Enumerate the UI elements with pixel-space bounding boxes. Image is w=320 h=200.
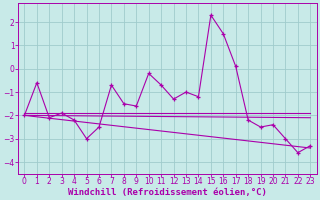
- X-axis label: Windchill (Refroidissement éolien,°C): Windchill (Refroidissement éolien,°C): [68, 188, 267, 197]
